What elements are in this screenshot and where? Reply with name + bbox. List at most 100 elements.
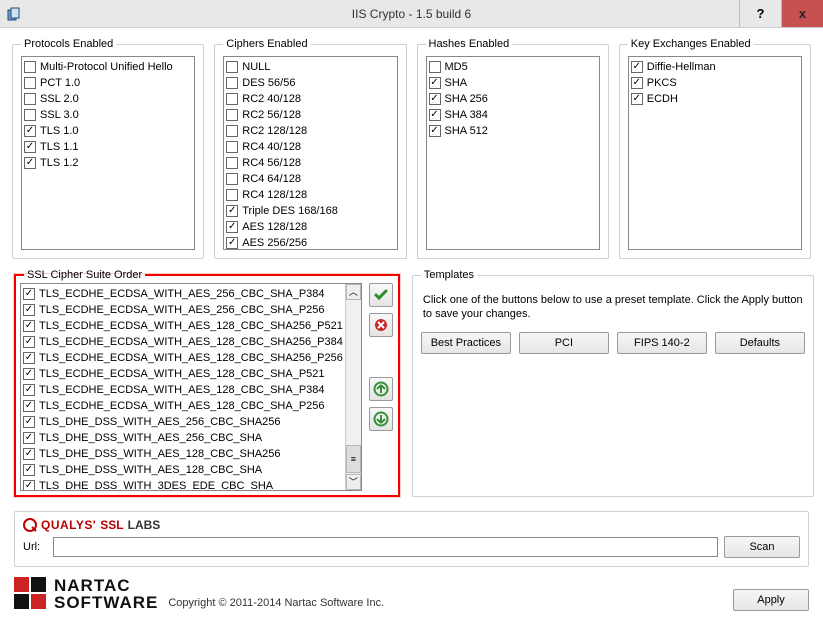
checkbox-icon[interactable]	[429, 125, 441, 137]
list-item[interactable]: TLS_ECDHE_ECDSA_WITH_AES_128_CBC_SHA256_…	[23, 318, 343, 334]
checkbox-icon[interactable]	[24, 61, 36, 73]
checkbox-icon[interactable]	[23, 288, 35, 300]
list-item[interactable]: RC4 64/128	[226, 171, 394, 187]
checkbox-icon[interactable]	[226, 205, 238, 217]
checkbox-icon[interactable]	[226, 221, 238, 233]
list-item[interactable]: SHA 256	[429, 91, 597, 107]
list-item[interactable]: TLS 1.0	[24, 123, 192, 139]
checkbox-icon[interactable]	[24, 141, 36, 153]
kex-list[interactable]: Diffie-HellmanPKCSECDH	[628, 56, 802, 250]
list-item[interactable]: SHA 384	[429, 107, 597, 123]
list-item[interactable]: TLS_ECDHE_ECDSA_WITH_AES_128_CBC_SHA256_…	[23, 350, 343, 366]
checkbox-icon[interactable]	[23, 432, 35, 444]
list-item[interactable]: TLS_ECDHE_ECDSA_WITH_AES_256_CBC_SHA_P38…	[23, 286, 343, 302]
fips-140-2-button[interactable]: FIPS 140-2	[617, 332, 707, 354]
list-item[interactable]: MD5	[429, 59, 597, 75]
list-item[interactable]: TLS_DHE_DSS_WITH_AES_128_CBC_SHA256	[23, 446, 343, 462]
list-item[interactable]: TLS 1.2	[24, 155, 192, 171]
checkbox-icon[interactable]	[631, 61, 643, 73]
list-item[interactable]: TLS 1.1	[24, 139, 192, 155]
list-item[interactable]: ECDH	[631, 91, 799, 107]
checkbox-icon[interactable]	[429, 77, 441, 89]
list-item[interactable]: TLS_DHE_DSS_WITH_AES_256_CBC_SHA	[23, 430, 343, 446]
list-item[interactable]: TLS_DHE_DSS_WITH_AES_256_CBC_SHA256	[23, 414, 343, 430]
accept-button[interactable]	[369, 283, 393, 307]
list-item[interactable]: RC4 56/128	[226, 155, 394, 171]
checkbox-icon[interactable]	[23, 448, 35, 460]
cipher-order-list[interactable]: TLS_ECDHE_ECDSA_WITH_AES_256_CBC_SHA_P38…	[20, 283, 362, 491]
checkbox-icon[interactable]	[226, 173, 238, 185]
list-item[interactable]: Diffie-Hellman	[631, 59, 799, 75]
checkbox-icon[interactable]	[23, 464, 35, 476]
checkbox-icon[interactable]	[429, 61, 441, 73]
checkbox-icon[interactable]	[23, 304, 35, 316]
close-button[interactable]: x	[781, 0, 823, 27]
checkbox-icon[interactable]	[23, 352, 35, 364]
scroll-down-icon[interactable]: ﹀	[346, 474, 361, 490]
best-practices-button[interactable]: Best Practices	[421, 332, 511, 354]
list-item[interactable]: RC4 128/128	[226, 187, 394, 203]
help-button[interactable]: ?	[739, 0, 781, 27]
checkbox-icon[interactable]	[23, 480, 35, 490]
list-item[interactable]: TLS_ECDHE_ECDSA_WITH_AES_256_CBC_SHA_P25…	[23, 302, 343, 318]
list-item[interactable]: PKCS	[631, 75, 799, 91]
list-item[interactable]: PCT 1.0	[24, 75, 192, 91]
list-item[interactable]: Multi-Protocol Unified Hello	[24, 59, 192, 75]
checkbox-icon[interactable]	[631, 93, 643, 105]
list-item[interactable]: RC4 40/128	[226, 139, 394, 155]
move-down-button[interactable]	[369, 407, 393, 431]
checkbox-icon[interactable]	[23, 400, 35, 412]
protocols-list[interactable]: Multi-Protocol Unified HelloPCT 1.0SSL 2…	[21, 56, 195, 250]
checkbox-icon[interactable]	[24, 77, 36, 89]
pci-button[interactable]: PCI	[519, 332, 609, 354]
checkbox-icon[interactable]	[24, 93, 36, 105]
checkbox-icon[interactable]	[23, 416, 35, 428]
list-item[interactable]: TLS_DHE_DSS_WITH_3DES_EDE_CBC_SHA	[23, 478, 343, 490]
ciphers-list[interactable]: NULLDES 56/56RC2 40/128RC2 56/128RC2 128…	[223, 56, 397, 250]
checkbox-icon[interactable]	[226, 141, 238, 153]
reject-button[interactable]	[369, 313, 393, 337]
list-item[interactable]: SSL 3.0	[24, 107, 192, 123]
list-item[interactable]: TLS_ECDHE_ECDSA_WITH_AES_128_CBC_SHA_P25…	[23, 398, 343, 414]
list-item[interactable]: DES 56/56	[226, 75, 394, 91]
list-item[interactable]: RC2 128/128	[226, 123, 394, 139]
checkbox-icon[interactable]	[23, 384, 35, 396]
list-item[interactable]: Triple DES 168/168	[226, 203, 394, 219]
checkbox-icon[interactable]	[24, 157, 36, 169]
checkbox-icon[interactable]	[23, 336, 35, 348]
checkbox-icon[interactable]	[226, 189, 238, 201]
checkbox-icon[interactable]	[226, 157, 238, 169]
checkbox-icon[interactable]	[24, 109, 36, 121]
defaults-button[interactable]: Defaults	[715, 332, 805, 354]
list-item[interactable]: RC2 56/128	[226, 107, 394, 123]
list-item[interactable]: SHA	[429, 75, 597, 91]
scrollbar[interactable]: ︿ ≡ ﹀	[345, 284, 361, 490]
checkbox-icon[interactable]	[429, 93, 441, 105]
list-item[interactable]: SHA 512	[429, 123, 597, 139]
url-input[interactable]	[53, 537, 718, 557]
apply-button[interactable]: Apply	[733, 589, 809, 611]
list-item[interactable]: SSL 2.0	[24, 91, 192, 107]
checkbox-icon[interactable]	[226, 109, 238, 121]
scroll-thumb[interactable]: ≡	[346, 445, 361, 473]
scroll-up-icon[interactable]: ︿	[346, 284, 361, 300]
checkbox-icon[interactable]	[226, 125, 238, 137]
checkbox-icon[interactable]	[23, 320, 35, 332]
checkbox-icon[interactable]	[631, 77, 643, 89]
list-item[interactable]: TLS_DHE_DSS_WITH_AES_128_CBC_SHA	[23, 462, 343, 478]
scan-button[interactable]: Scan	[724, 536, 800, 558]
list-item[interactable]: TLS_ECDHE_ECDSA_WITH_AES_128_CBC_SHA256_…	[23, 334, 343, 350]
checkbox-icon[interactable]	[226, 61, 238, 73]
list-item[interactable]: AES 256/256	[226, 235, 394, 250]
scroll-track[interactable]: ≡	[346, 300, 361, 474]
checkbox-icon[interactable]	[23, 368, 35, 380]
move-up-button[interactable]	[369, 377, 393, 401]
list-item[interactable]: AES 128/128	[226, 219, 394, 235]
checkbox-icon[interactable]	[226, 77, 238, 89]
list-item[interactable]: NULL	[226, 59, 394, 75]
checkbox-icon[interactable]	[24, 125, 36, 137]
checkbox-icon[interactable]	[429, 109, 441, 121]
checkbox-icon[interactable]	[226, 237, 238, 249]
list-item[interactable]: RC2 40/128	[226, 91, 394, 107]
checkbox-icon[interactable]	[226, 93, 238, 105]
